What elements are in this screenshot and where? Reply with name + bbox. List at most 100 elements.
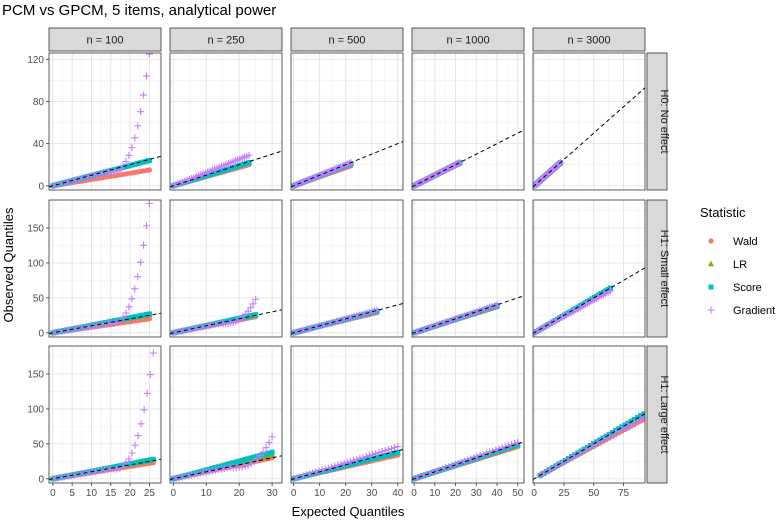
facet-panel: 0 10 20 30 40 50	[411, 345, 525, 499]
data-point	[552, 463, 560, 471]
data-point	[293, 180, 301, 188]
data-point	[365, 451, 373, 459]
facet-column-label: n = 3000	[567, 35, 610, 47]
reference-line	[170, 455, 282, 480]
facet-column-label: n = 1000	[446, 35, 489, 47]
data-point	[252, 295, 260, 303]
y-axis-title: Observed Quantiles	[1, 207, 16, 322]
data-point	[259, 448, 267, 456]
facet-column-label: n = 250	[207, 35, 244, 47]
data-point	[360, 458, 366, 464]
data-point	[144, 457, 150, 463]
data-point	[238, 463, 246, 471]
reference-line	[291, 448, 403, 480]
data-point	[141, 458, 147, 464]
data-point	[251, 454, 257, 460]
data-point	[135, 313, 141, 319]
data-point	[233, 459, 239, 465]
data-point	[126, 315, 132, 321]
data-point	[392, 450, 398, 456]
data-point	[618, 426, 626, 434]
data-point	[128, 295, 136, 303]
x-tick-label: 20	[234, 488, 246, 499]
y-tick-label: 50	[33, 439, 45, 450]
legend-item: Gradient	[707, 305, 775, 317]
data-point	[253, 455, 261, 463]
data-point	[375, 448, 383, 456]
data-point	[146, 311, 152, 317]
legend-item: LR	[708, 259, 747, 271]
data-point	[138, 313, 144, 319]
data-point	[324, 464, 332, 472]
y-tick-label: 0	[38, 328, 44, 339]
data-point	[511, 440, 519, 448]
data-point	[583, 445, 591, 453]
data-point	[514, 438, 522, 446]
data-point	[239, 457, 245, 463]
data-point	[317, 171, 325, 179]
x-tick-label: 0	[291, 488, 297, 499]
data-point	[145, 53, 153, 58]
facet-strip-row: H1: Large effect	[646, 345, 670, 484]
data-point	[140, 241, 148, 249]
data-point	[126, 163, 132, 169]
reference-line	[533, 87, 645, 188]
data-point	[359, 453, 367, 461]
data-point	[457, 458, 465, 466]
facet-strip-col: n = 500	[290, 27, 404, 52]
data-point	[394, 443, 402, 451]
data-point	[463, 456, 471, 464]
data-point	[420, 472, 428, 480]
data-point	[387, 445, 395, 453]
data-point	[381, 447, 389, 455]
data-point	[641, 411, 645, 417]
x-tick-label: 0	[531, 488, 537, 499]
data-point	[376, 454, 382, 460]
data-point	[384, 446, 392, 454]
data-point	[134, 122, 142, 130]
legend-marker	[707, 306, 715, 314]
data-point	[132, 161, 138, 167]
data-point	[119, 314, 127, 322]
y-tick-label: 120	[27, 55, 44, 66]
reference-line	[291, 141, 403, 188]
data-point	[241, 462, 249, 470]
data-point	[134, 432, 142, 440]
data-point	[555, 160, 563, 168]
x-tick-label: 10	[429, 488, 441, 499]
data-point	[357, 459, 363, 465]
data-point	[110, 168, 118, 176]
y-tick-label: 40	[33, 139, 45, 150]
data-point	[388, 451, 394, 457]
data-point	[122, 158, 130, 166]
data-point	[126, 461, 132, 467]
data-point	[298, 178, 306, 186]
data-point	[132, 460, 138, 466]
legend-item: Score	[708, 282, 762, 294]
reference-line	[49, 312, 161, 334]
data-point	[379, 453, 385, 459]
data-point	[561, 457, 569, 465]
data-point	[498, 444, 506, 452]
data-point	[246, 160, 252, 166]
data-point	[247, 304, 255, 312]
data-point	[263, 451, 269, 457]
data-point	[129, 460, 135, 466]
data-point	[268, 433, 276, 441]
x-tick-label: 10	[201, 488, 213, 499]
data-point	[248, 455, 254, 461]
x-tick-label: 30	[267, 488, 279, 499]
data-point	[318, 466, 326, 474]
data-point	[49, 182, 57, 190]
data-point	[123, 164, 129, 170]
data-point	[269, 449, 275, 455]
x-tick-label: 30	[366, 488, 378, 499]
data-point	[331, 462, 339, 470]
facet-row-label: H0: No effect	[658, 90, 670, 154]
data-point	[149, 349, 157, 357]
facet-row-label: H1: Large effect	[658, 375, 670, 453]
data-point	[116, 165, 124, 173]
data-point	[596, 438, 604, 446]
data-point	[432, 467, 440, 475]
facet-strip-col: n = 1000	[411, 27, 525, 52]
